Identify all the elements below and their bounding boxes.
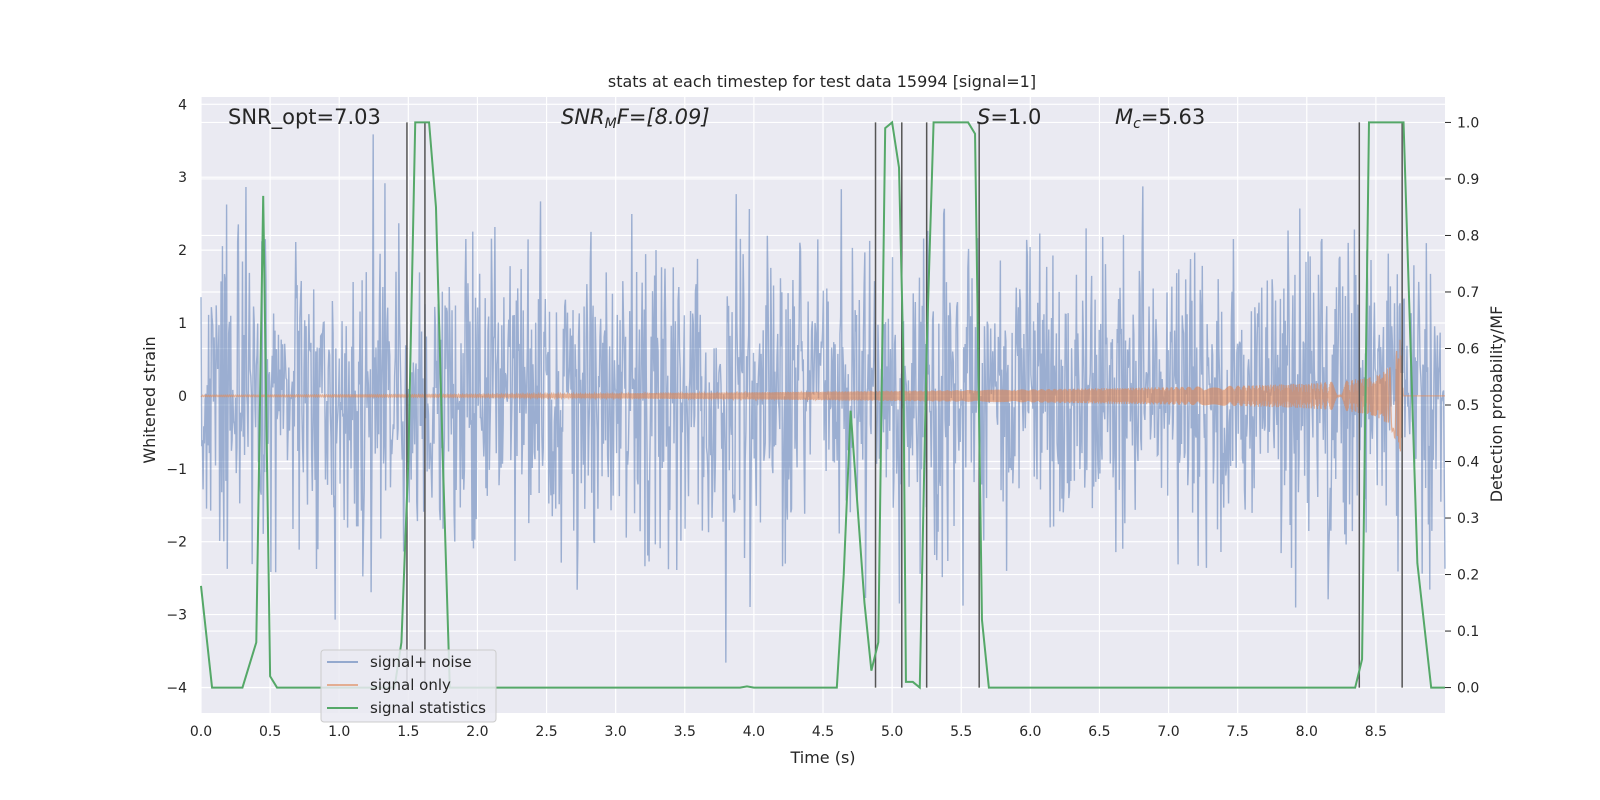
x-tick-label: 5.5 [950, 724, 972, 740]
x-tick-label: 8.5 [1365, 724, 1387, 740]
annotation-snr-mf-tail: F=[8.09] [617, 105, 710, 129]
y-tick-label-left: 3 [178, 170, 187, 186]
y-tick-label-right: 0.4 [1457, 455, 1479, 471]
annotation-snr-mf-main: SNR [561, 105, 605, 129]
annotations: SNR_opt=7.03 SNRMF=[8.09] S=1.0 Mc=5.63 [228, 105, 1205, 132]
annotation-mc-tail: =5.63 [1141, 105, 1205, 129]
x-tick-label: 2.0 [466, 724, 488, 740]
annotation-snr-opt: SNR_opt=7.03 [228, 105, 381, 130]
y-tick-label-right: 0.3 [1457, 511, 1479, 527]
plot-area: 0.0 0.5 1.0 1.5 2.0 2.5 3.0 3.5 4.0 4.5 5.0 5.5 6.0 6… [166, 97, 1479, 740]
series-signal-noise [200, 134, 1446, 663]
annotation-s: S=1.0 [977, 105, 1041, 129]
legend-label-signal-only: signal only [370, 676, 451, 694]
x-tick-label: 6.5 [1088, 724, 1110, 740]
x-tick-label: 4.0 [743, 724, 765, 740]
y-tick-label-right: 0.0 [1457, 681, 1479, 697]
x-tick-label: 6.0 [1019, 724, 1041, 740]
y-tick-label-right: 0.7 [1457, 285, 1479, 301]
x-tick-label: 7.5 [1227, 724, 1249, 740]
x-tick-label: 8.0 [1296, 724, 1318, 740]
series-signal-only [200, 339, 1445, 452]
x-tick-label: 3.5 [674, 724, 696, 740]
x-tick-label: 0.0 [190, 724, 212, 740]
y-tick-label-left: 4 [178, 97, 187, 113]
y-tick-label-right: 0.1 [1457, 624, 1479, 640]
x-tick-label: 4.5 [812, 724, 834, 740]
y-axis-left-label: Whitened strain [140, 336, 159, 463]
y-tick-label-right: 0.8 [1457, 228, 1479, 244]
legend-box [320, 649, 497, 723]
x-tick-label: 1.5 [397, 724, 419, 740]
annotation-mc-main: M [1115, 105, 1133, 129]
y-tick-label-left: −4 [166, 680, 187, 696]
x-tick-label: 7.0 [1157, 724, 1179, 740]
y-tick-label-right: 0.5 [1457, 398, 1479, 414]
annotation-s-tail: =1.0 [990, 105, 1041, 129]
annotation-mc-sub: c [1133, 116, 1141, 132]
y-tick-label-left: 0 [178, 389, 187, 405]
annotation-s-main: S [977, 105, 990, 129]
y-tick-label-left: 1 [178, 316, 187, 332]
chart-title: stats at each timestep for test data 159… [608, 72, 1036, 91]
y-axis-right-label: Detection probability/MF [1487, 306, 1506, 503]
annotation-snr-mf: SNRMF=[8.09] [561, 105, 710, 132]
x-tick-label: 0.5 [259, 724, 281, 740]
x-axis-label: Time (s) [789, 748, 855, 767]
legend: signal+ noise signal only signal statist… [320, 649, 497, 723]
annotation-mc: Mc=5.63 [1115, 105, 1205, 132]
y-tick-label-right: 0.2 [1457, 568, 1479, 584]
x-tick-label: 3.0 [605, 724, 627, 740]
y-tick-label-right: 0.9 [1457, 172, 1479, 188]
legend-label-signal-noise: signal+ noise [370, 653, 472, 671]
y-tick-label-right: 1.0 [1457, 115, 1479, 131]
x-tick-label: 1.0 [328, 724, 350, 740]
y-tick-label-right: 0.6 [1457, 341, 1479, 357]
x-tick-label: 2.5 [535, 724, 557, 740]
y-tick-label-left: −1 [166, 462, 187, 478]
x-tick-label: 5.0 [881, 724, 903, 740]
y-tick-label-left: 2 [178, 243, 187, 259]
annotation-snr-mf-sub: M [605, 116, 617, 132]
legend-label-signal-statistics: signal statistics [370, 699, 486, 717]
y-tick-label-left: −3 [166, 608, 187, 624]
y-tick-label-left: −2 [166, 535, 187, 551]
